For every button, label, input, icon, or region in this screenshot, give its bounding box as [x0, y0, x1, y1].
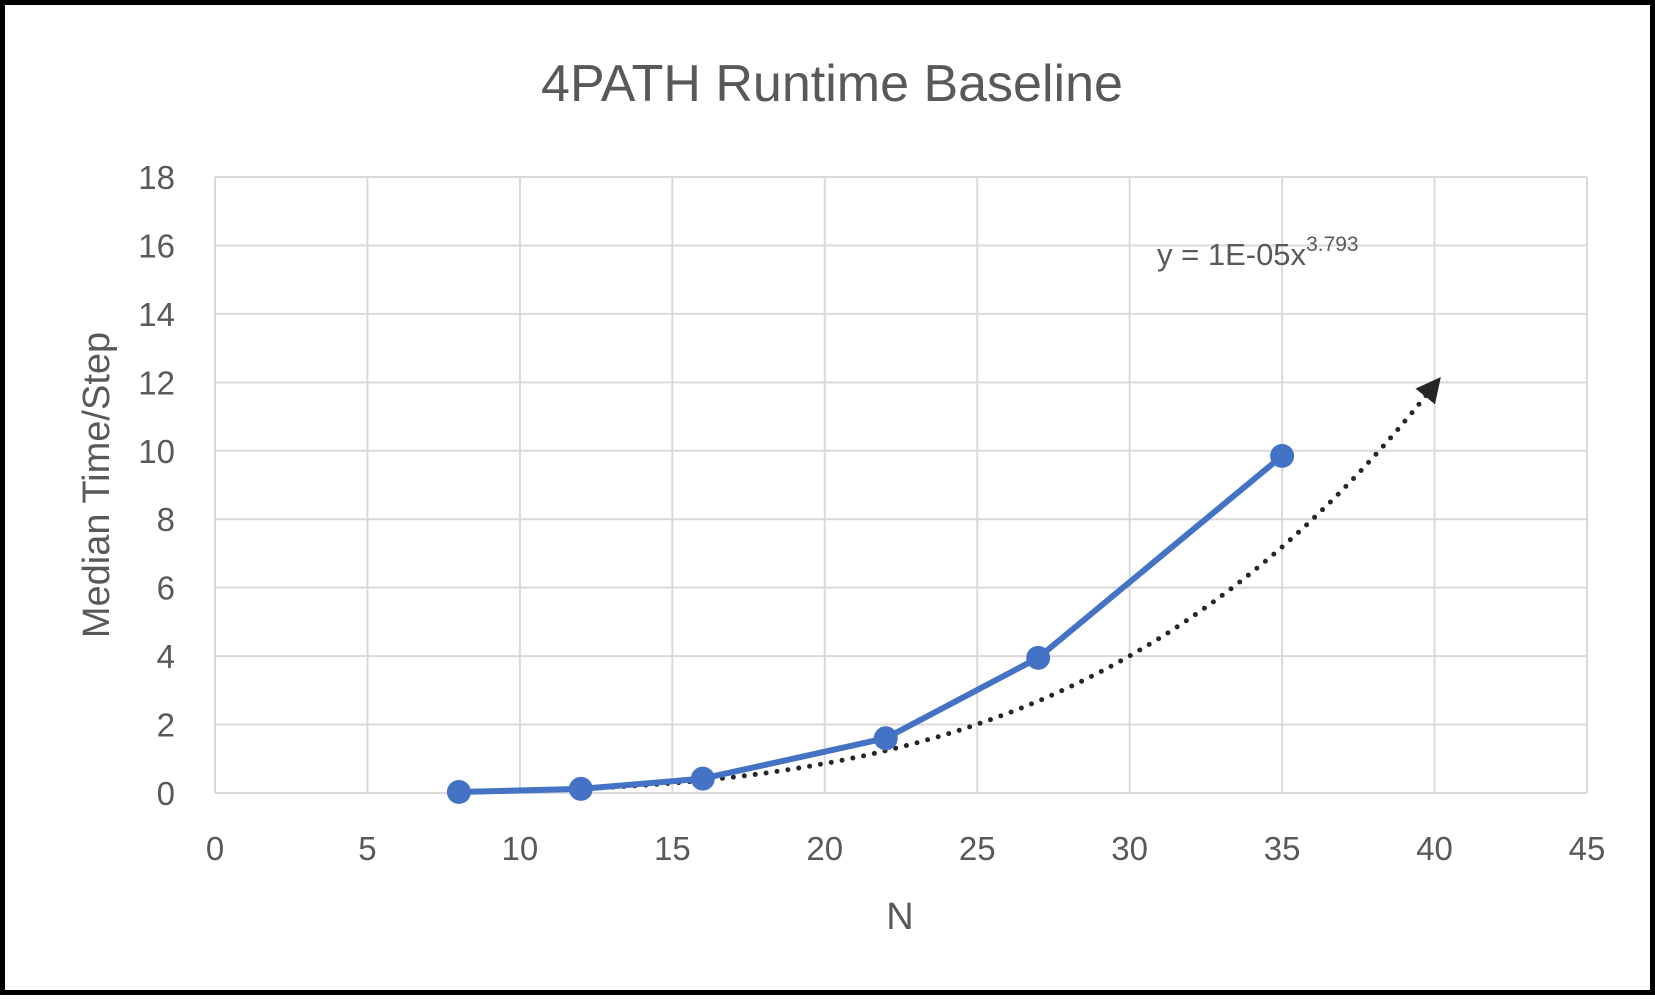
chart-title: 4PATH Runtime Baseline	[541, 55, 1123, 113]
data-point	[446, 779, 471, 804]
x-tick-label: 5	[358, 830, 376, 867]
x-tick-label: 10	[502, 830, 539, 867]
y-tick-label: 12	[138, 364, 175, 401]
runtime-chart: 4PATH Runtime Baseline 0 2 4 6 8 10 12 14 16 18 0…	[76, 55, 1606, 938]
trendline-equation: y = 1E-05x3.793	[1157, 233, 1359, 272]
x-axis-title: N	[886, 896, 913, 938]
x-tick-label: 35	[1264, 830, 1301, 867]
gridlines	[214, 176, 1588, 794]
data-point	[1270, 443, 1295, 468]
y-tick-label: 16	[138, 227, 175, 264]
y-tick-label: 18	[138, 159, 175, 196]
data-point	[568, 776, 593, 801]
x-tick-label: 20	[806, 830, 843, 867]
trendline-equation-exponent: 3.793	[1306, 233, 1359, 256]
y-tick-label: 8	[157, 501, 175, 538]
x-tick-label: 15	[654, 830, 691, 867]
series-line	[458, 453, 1285, 795]
y-tick-label: 6	[157, 570, 175, 607]
y-tick-label: 14	[138, 296, 175, 333]
trendline-equation-base: y = 1E-05x	[1157, 237, 1307, 272]
data-point	[873, 726, 898, 751]
y-axis-title: Median Time/Step	[76, 332, 118, 638]
x-tick-label: 30	[1111, 830, 1148, 867]
data-point	[1026, 645, 1051, 670]
y-tick-label: 4	[157, 638, 175, 675]
x-tick-label: 45	[1569, 830, 1606, 867]
y-tick-label: 10	[138, 433, 175, 470]
x-tick-label: 0	[206, 830, 224, 867]
data-point	[690, 766, 715, 791]
y-tick-labels: 0 2 4 6 8 10 12 14 16 18	[138, 159, 175, 812]
data-series	[446, 443, 1295, 804]
y-tick-label: 2	[157, 707, 175, 744]
x-tick-label: 25	[959, 830, 996, 867]
y-tick-label: 0	[157, 775, 175, 812]
x-tick-label: 40	[1416, 830, 1453, 867]
x-tick-labels: 0 5 10 15 20 25 30 35 40 45	[206, 830, 1606, 867]
